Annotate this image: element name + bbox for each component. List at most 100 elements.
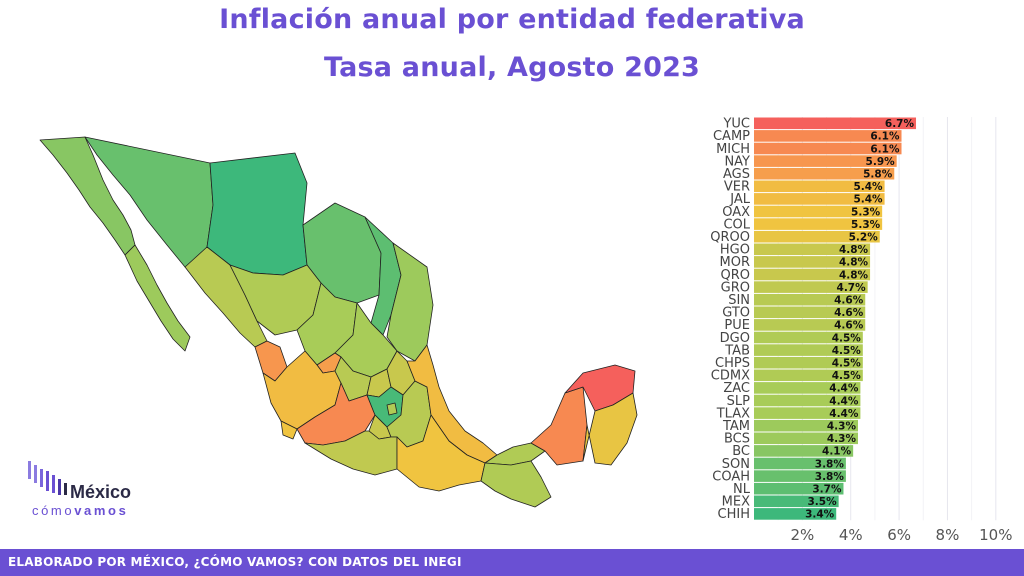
category-label: DGO [720,331,750,346]
bar [754,205,883,218]
data-label: 4.7% [837,282,867,294]
category-label: CHPS [715,356,750,371]
data-label: 4.5% [832,345,862,357]
bar [754,394,861,407]
category-label: TLAX [716,406,750,421]
category-label: COAH [712,469,750,484]
data-label: 4.3% [827,421,857,433]
state-chps [480,460,552,508]
state-col [280,420,298,440]
category-label: HGO [720,243,750,258]
bar [754,457,846,470]
bar [754,419,858,432]
data-label: 3.5% [808,496,838,508]
data-label: 3.7% [812,484,842,496]
mexico-como-vamos-logo: México cómovamos [26,457,166,519]
footer-credit: ELABORADO POR MÉXICO, ¿CÓMO VAMOS? CON D… [8,555,462,569]
category-label: VER [724,180,750,195]
data-label: 4.6% [834,295,864,307]
x-tick-label: 10% [979,526,1012,544]
x-tick-label: 2% [790,526,814,544]
data-label: 5.8% [863,169,893,181]
data-label: 3.4% [805,509,835,521]
bar [754,218,883,230]
category-label: CDMX [711,369,750,384]
category-label: CHIH [718,507,750,522]
data-label: 5.4% [853,181,883,193]
bar [754,180,885,193]
bar [754,155,897,167]
data-label: 5.4% [853,194,883,206]
data-label: 4.1% [822,446,852,458]
data-label: 4.6% [834,320,864,332]
category-label: BC [732,444,750,459]
bar [754,256,871,268]
state-cdmx [386,402,398,416]
data-label: 4.6% [834,307,864,319]
bar [754,117,917,130]
data-label: 4.8% [839,244,869,256]
data-label: 5.3% [851,219,881,231]
category-label: AGS [723,167,750,182]
logo-bars-icon [28,461,67,495]
mexico-choropleth-map [39,136,638,508]
bar [754,482,844,495]
state-tam [386,242,434,362]
data-label: 4.5% [832,358,862,370]
data-label: 5.3% [851,206,881,218]
state-chih [206,152,308,276]
category-label: TAM [722,419,750,434]
category-label: TAB [724,343,750,358]
bar [754,382,861,394]
data-label: 4.3% [827,433,857,445]
bar [754,356,863,369]
bar [754,470,846,482]
bar [754,306,866,319]
category-label: SLP [727,394,750,409]
bar [754,344,863,356]
category-label: ZAC [723,381,750,396]
data-label: 6.1% [870,143,900,155]
bar [754,243,871,256]
data-label: 4.5% [832,332,862,344]
x-tick-label: 6% [887,526,911,544]
state-bcs [124,244,191,352]
category-label: MOR [720,255,750,270]
bar [754,281,868,293]
category-label: CAMP [713,129,750,144]
bar [754,319,866,331]
bar [754,293,866,306]
category-label: MICH [716,142,750,157]
data-label: 6.1% [870,131,900,143]
category-label: NL [733,482,751,497]
bar [754,230,880,243]
bar [754,432,858,445]
category-label: YUC [722,117,750,132]
state-gro [304,430,398,476]
data-label: 4.4% [829,383,859,395]
data-label: 3.8% [815,471,845,483]
bar [754,508,837,520]
bar [754,445,854,457]
inflation-bar-chart: 2% 4% 6% 8% 10% YUC 6.7% CAMP 6.1% MICH 6.1% NAY 5.9… [710,117,1012,545]
category-label: GTO [722,306,750,321]
category-label: COL [723,217,750,232]
data-label: 5.2% [849,232,879,244]
category-label: SIN [728,293,750,308]
data-label: 4.8% [839,269,869,281]
chart-title: Inflación anual por entidad federativa [219,4,805,35]
data-label: 4.8% [839,257,869,269]
category-label: OAX [722,205,750,220]
category-label: BCS [724,432,750,447]
bar [754,142,902,155]
category-label: QRO [721,268,751,283]
x-tick-label: 8% [936,526,960,544]
bar [754,193,885,205]
category-label: QROO [710,230,750,245]
data-label: 5.9% [866,156,896,168]
logo-text-mexico: México [70,482,132,502]
data-label: 4.4% [829,395,859,407]
logo-text-como-vamos: cómovamos [32,503,129,518]
bar [754,167,895,180]
state-qroo [582,392,638,466]
